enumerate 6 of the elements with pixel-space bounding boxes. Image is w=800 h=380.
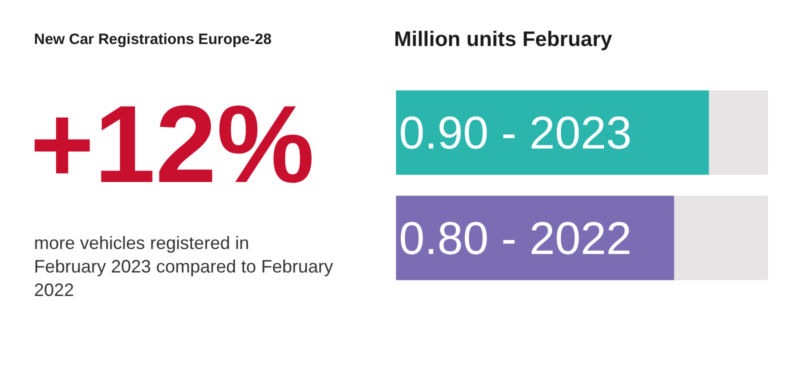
text: more vehicles registered in February 2023 compared to February 2022 bbox=[34, 233, 334, 300]
data-label: 0.80 - 2022 bbox=[399, 212, 632, 264]
chart-subtitle: Million units February bbox=[394, 28, 613, 51]
data-label: 0.90 - 2023 bbox=[399, 106, 632, 159]
text: New Car Registrations Europe-28 bbox=[34, 31, 272, 48]
text: +12% bbox=[30, 83, 314, 206]
